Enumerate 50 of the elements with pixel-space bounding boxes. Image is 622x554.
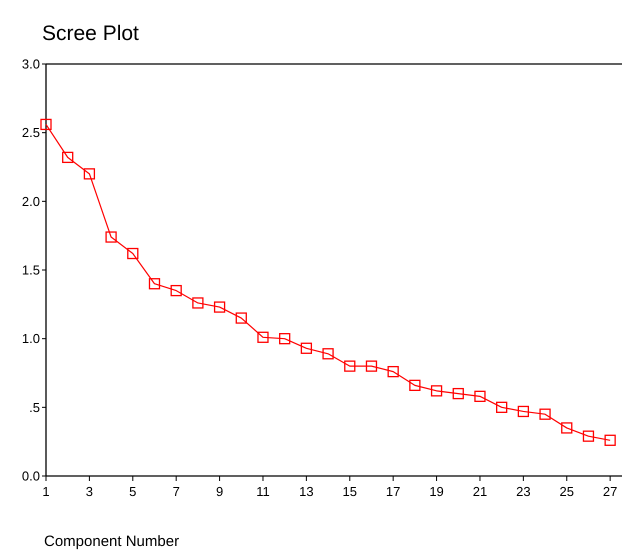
point: [236, 312, 247, 324]
point: [582, 430, 594, 442]
y-tick-label: .5: [29, 400, 40, 415]
x-tick-label: 5: [129, 484, 136, 499]
point: [604, 434, 616, 446]
x-tick-label: 1: [42, 484, 50, 499]
x-tick-label: 9: [216, 484, 224, 499]
point: [214, 301, 226, 313]
point: [474, 390, 486, 402]
point: [148, 278, 160, 290]
point: [322, 348, 334, 360]
x-tick-label: 3: [86, 484, 94, 499]
x-tick-label: 21: [472, 484, 488, 499]
point: [170, 284, 182, 296]
x-tick-label: 15: [342, 484, 358, 499]
point: [300, 342, 312, 354]
point: [366, 360, 378, 372]
point: [518, 406, 530, 418]
point: [344, 360, 356, 372]
x-tick-label: 19: [429, 484, 444, 499]
x-tick-label: 27: [602, 484, 618, 499]
point: [430, 385, 442, 397]
y-tick-label: 2.5: [22, 125, 40, 140]
y-tick-label: 0.0: [22, 468, 40, 484]
x-axis-title: Component Number: [44, 533, 180, 550]
chart-title: Scree Plot: [42, 22, 140, 45]
x-tick-label: 7: [172, 484, 180, 499]
point: [539, 408, 551, 420]
point: [279, 333, 290, 344]
point: [561, 422, 572, 434]
y-tick-label: 1.5: [22, 262, 40, 278]
y-tick-label: 2.0: [22, 194, 40, 209]
point: [257, 332, 269, 343]
x-tick-label: 11: [256, 484, 270, 499]
x-tick-label: 13: [299, 484, 314, 499]
point: [127, 248, 138, 260]
point: [192, 297, 204, 309]
point: [452, 388, 464, 400]
x-tick-label: 25: [560, 484, 574, 499]
x-tick-label: 17: [386, 484, 400, 499]
y-tick-label: 1.0: [22, 331, 40, 346]
point: [105, 231, 117, 243]
point: [388, 366, 399, 378]
point: [62, 152, 74, 164]
point: [409, 380, 421, 392]
point: [40, 118, 52, 130]
y-tick-label: 3.0: [22, 56, 40, 72]
x-tick-label: 23: [516, 484, 531, 499]
point: [496, 402, 508, 413]
point: [84, 168, 96, 180]
